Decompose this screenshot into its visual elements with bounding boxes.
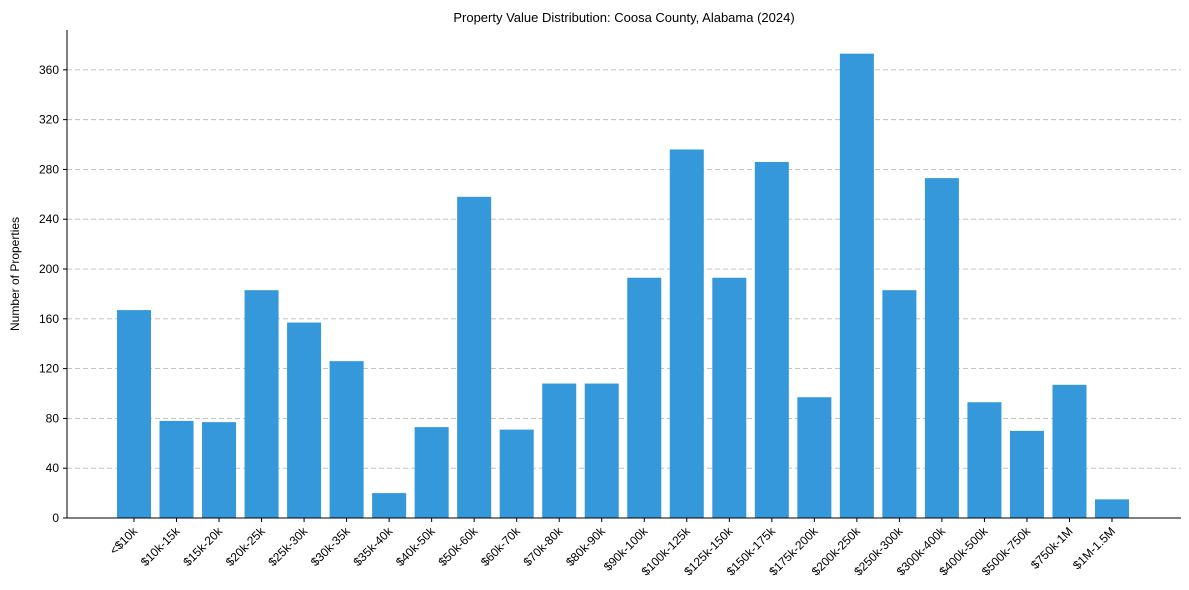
x-tick-label-0: <$10k [107, 524, 141, 558]
y-tick-label-4: 160 [39, 312, 59, 326]
x-tick-label-4: $25k-30k [265, 524, 311, 570]
bar-11 [584, 383, 619, 518]
gridlines [67, 69, 1181, 469]
bar-9 [499, 429, 534, 518]
bar-17 [839, 53, 874, 518]
bar-7 [414, 427, 449, 518]
y-tick-label-7: 280 [39, 162, 59, 176]
bar-16 [797, 397, 832, 518]
y-axis-label: Number of Properties [8, 217, 22, 331]
bars [116, 53, 1130, 519]
y-tick-label-3: 120 [39, 362, 59, 376]
bar-1 [159, 420, 194, 518]
y-tick-label-2: 80 [46, 411, 60, 425]
x-tick-label-8: $50k-60k [435, 524, 481, 570]
bar-2 [202, 422, 237, 518]
bar-12 [627, 277, 662, 518]
bar-13 [669, 149, 704, 519]
bar-21 [1009, 430, 1044, 518]
bar-23 [1094, 499, 1130, 518]
bar-14 [712, 277, 747, 518]
x-tick-label-22: $750k-1M [1028, 524, 1076, 572]
y-tick-label-5: 200 [39, 262, 59, 276]
bar-5 [329, 361, 364, 518]
bar-19 [924, 178, 959, 518]
y-tick-label-6: 240 [39, 212, 59, 226]
x-tick-label-23: $1M-1.5M [1070, 524, 1118, 572]
x-tick-label-6: $35k-40k [350, 524, 396, 570]
bar-10 [542, 383, 577, 518]
y-tick-label-1: 40 [46, 461, 60, 475]
x-tick-label-10: $70k-80k [521, 524, 567, 570]
y-tick-label-8: 320 [39, 113, 59, 127]
bar-8 [457, 196, 492, 518]
bar-18 [882, 290, 917, 518]
x-tick-label-5: $30k-35k [308, 524, 354, 570]
x-axis-ticks: <$10k$10k-15k$15k-20k$20k-25k$25k-30k$30… [107, 518, 1118, 578]
chart-title: Property Value Distribution: Coosa Count… [453, 10, 794, 25]
x-tick-label-3: $20k-25k [223, 524, 269, 570]
bar-22 [1052, 384, 1087, 518]
bar-20 [967, 402, 1002, 518]
x-tick-label-7: $40k-50k [393, 524, 439, 570]
bar-15 [754, 161, 789, 519]
y-tick-label-0: 0 [52, 511, 59, 525]
x-tick-label-2: $15k-20k [180, 524, 226, 570]
bar-6 [372, 493, 407, 518]
bar-4 [287, 322, 322, 518]
x-tick-label-9: $60k-70k [478, 524, 524, 570]
bar-3 [244, 290, 279, 518]
y-tick-label-9: 360 [39, 63, 59, 77]
y-axis-ticks: 0 40 80 120 160 200 240 280 320 360 [39, 63, 67, 525]
x-tick-label-1: $10k-15k [138, 524, 184, 570]
bar-0 [116, 310, 152, 518]
